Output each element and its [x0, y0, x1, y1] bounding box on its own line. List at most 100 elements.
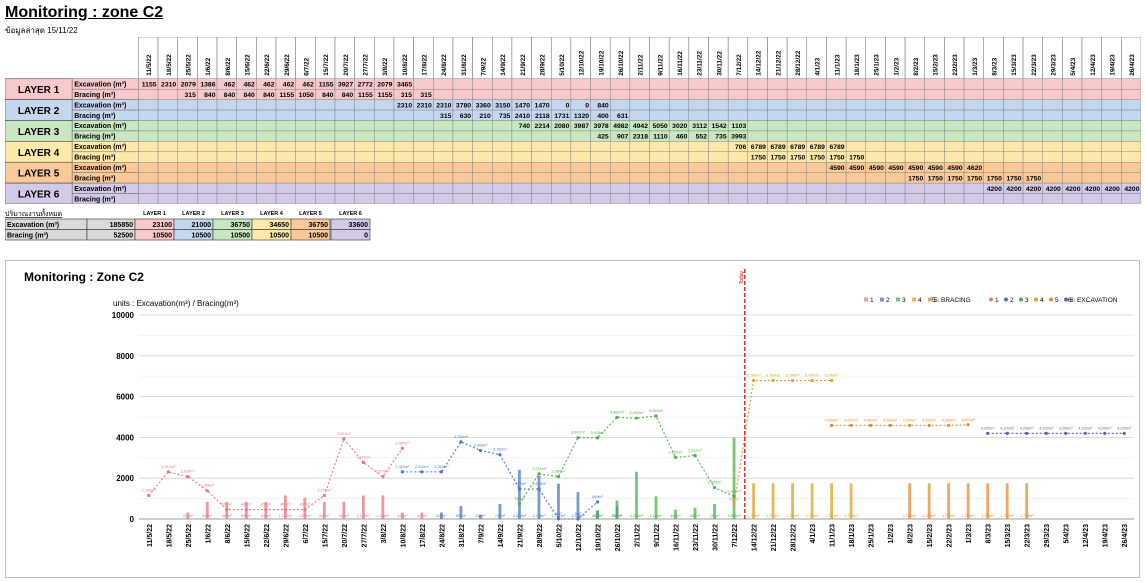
data-cell: [197, 193, 218, 204]
cell-value: 400: [597, 113, 609, 120]
data-cell: [826, 99, 847, 111]
data-cell: [374, 109, 395, 121]
date-header: 1/3/23: [972, 57, 979, 75]
excavation-data-label: 2,310m³: [434, 465, 449, 469]
data-cell: [177, 99, 198, 111]
cell-value: 1155: [358, 92, 373, 99]
bracing-bar: [459, 506, 463, 519]
data-cell: [1062, 120, 1083, 132]
summary-value: 10500: [153, 232, 173, 239]
data-cell: [413, 141, 434, 153]
data-cell: [688, 182, 709, 194]
data-cell: [433, 151, 454, 163]
data-cell: [1042, 88, 1063, 100]
data-cell: [885, 182, 906, 194]
data-cell: [177, 162, 198, 173]
data-cell: [1101, 193, 1122, 204]
data-cell: [216, 141, 237, 153]
today-label: Today: [739, 271, 745, 285]
data-cell: [413, 130, 434, 142]
data-cell: [275, 182, 296, 194]
data-cell: [275, 193, 296, 204]
bracing-data-label: 907m³: [612, 514, 623, 518]
data-cell: [216, 172, 237, 184]
data-cell: [374, 130, 395, 142]
data-cell: [354, 120, 375, 132]
cell-value: 1470: [515, 102, 530, 109]
excavation-point: [1064, 431, 1068, 435]
data-cell: [786, 99, 808, 111]
data-cell: [1101, 172, 1122, 184]
data-cell: [747, 162, 768, 173]
bracing-data-label: 1,155m³: [376, 514, 390, 518]
cell-value: 2310: [436, 102, 451, 109]
data-cell: [904, 88, 925, 100]
data-cell: [393, 182, 414, 194]
bracing-data-label: 1,155m³: [279, 514, 293, 518]
bracing-bar: [830, 483, 833, 519]
cell-value: 840: [204, 92, 216, 99]
cell-value: 1750: [928, 175, 943, 182]
cell-value: 735: [715, 134, 727, 141]
excavation-data-label: 3,020m³: [669, 450, 684, 454]
cell-value: 462: [302, 82, 314, 89]
excavation-data-label: 462m³: [280, 503, 291, 507]
date-header: 29/3/23: [1051, 54, 1058, 76]
bracing-bar: [927, 483, 931, 519]
bracing-data-label: 552m³: [690, 514, 701, 518]
data-cell: [157, 182, 178, 194]
bracing-data-label: 2,318m³: [630, 514, 644, 518]
excavation-point: [420, 470, 424, 474]
x-tick-label: 10/8/22: [400, 524, 407, 547]
data-cell: [983, 88, 1004, 100]
data-cell: [747, 172, 768, 184]
excavation-point: [829, 378, 834, 383]
data-cell: [256, 141, 277, 153]
excavation-point: [361, 460, 365, 465]
data-cell: [629, 141, 650, 153]
excavation-data-label: 2,310m³: [161, 465, 176, 469]
data-cell: [727, 99, 749, 111]
data-cell: [570, 130, 591, 142]
data-cell: [551, 172, 572, 184]
bracing-bar: [1005, 483, 1009, 519]
data-cell: [865, 130, 886, 142]
cell-value: 315: [401, 92, 413, 99]
data-cell: [708, 78, 729, 90]
data-cell: [1081, 151, 1102, 163]
data-cell: [1042, 162, 1063, 173]
x-tick-label: 11/5/22: [147, 524, 154, 547]
data-cell: [1062, 99, 1083, 111]
legend-excavation-label: 3: [1025, 297, 1029, 304]
data-cell: [472, 78, 493, 90]
excavation-data-label: 4,200m³: [1059, 426, 1074, 430]
cell-value: 460: [676, 134, 688, 141]
excavation-data-label: 2,310m³: [415, 465, 430, 469]
data-cell: [157, 109, 178, 121]
data-cell: [570, 172, 591, 184]
bracing-data-label: 840m³: [202, 514, 213, 518]
legend-excavation-label: 6: [1070, 297, 1074, 304]
excavation-data-label: 6,789m³: [747, 374, 762, 378]
data-cell: [374, 162, 395, 173]
data-cell: [590, 172, 611, 184]
bracing-bar: [596, 510, 599, 519]
bracing-bar: [557, 483, 560, 519]
summary-value: 10500: [309, 232, 329, 239]
data-cell: [354, 162, 375, 173]
bracing-data-label: 1,750m³: [923, 514, 937, 518]
excavation-point: [751, 378, 756, 383]
y-tick-label: 8000: [116, 352, 134, 361]
row-label: Excavation (m³): [74, 102, 126, 109]
data-cell: [531, 182, 552, 194]
legend-bracing-label: 2: [886, 297, 890, 304]
data-cell: [236, 109, 257, 121]
data-cell: [157, 162, 178, 173]
bracing-bar: [732, 437, 736, 519]
data-cell: [393, 172, 414, 184]
data-cell: [472, 172, 493, 184]
excavation-data-label: 1,155m³: [317, 488, 332, 492]
data-cell: [1081, 193, 1102, 204]
data-cell: [531, 78, 552, 90]
data-cell: [845, 130, 866, 142]
